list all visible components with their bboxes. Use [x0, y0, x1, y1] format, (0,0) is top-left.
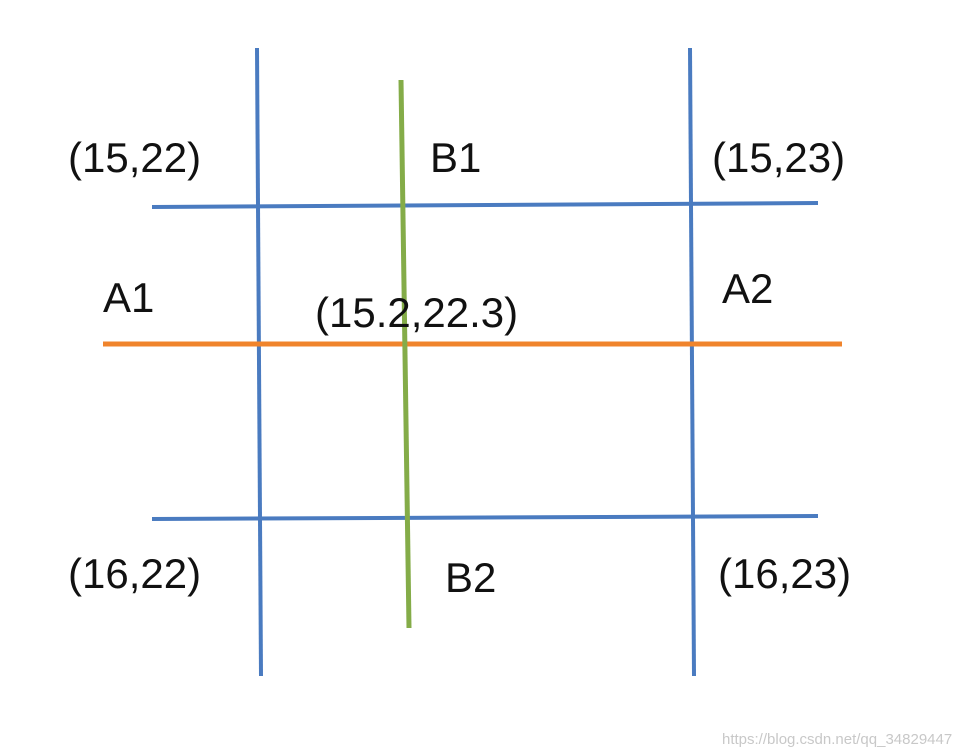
grid-line-horizontal — [151, 514, 819, 521]
watermark: https://blog.csdn.net/qq_34829447 — [722, 731, 952, 748]
grid-line-horizontal — [151, 201, 819, 209]
grid-line-vertical — [255, 47, 263, 677]
corner-label: (16,22) — [68, 550, 201, 597]
point-label: B1 — [430, 134, 481, 181]
point-label: A1 — [103, 274, 154, 321]
grid-line-vertical — [688, 47, 696, 677]
corner-label: (15,22) — [68, 134, 201, 181]
interpolation-line-b — [398, 79, 412, 629]
point-label: B2 — [445, 554, 496, 601]
corner-label: (16,23) — [718, 550, 851, 597]
corner-label: (15,23) — [712, 134, 845, 181]
center-label: (15.2,22.3) — [315, 289, 518, 336]
point-label: A2 — [722, 265, 773, 312]
